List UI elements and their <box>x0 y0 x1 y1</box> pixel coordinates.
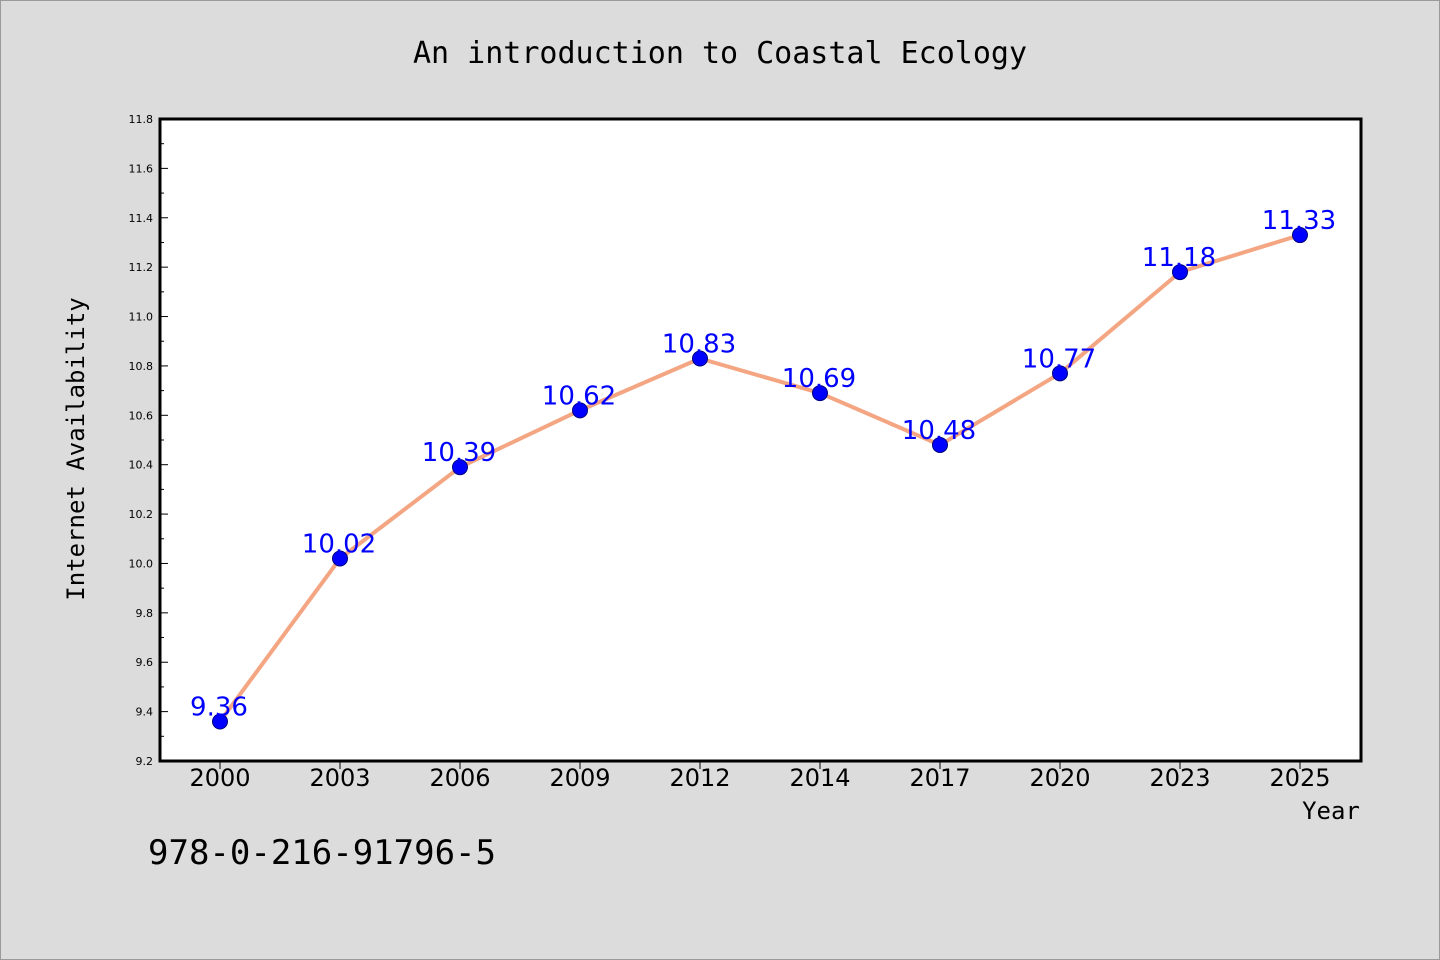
y-tick-label: 10.6 <box>129 409 154 422</box>
isbn-text: 978-0-216-91796-5 <box>148 833 496 873</box>
data-point-marker <box>452 459 468 476</box>
x-tick-label: 2006 <box>429 764 490 792</box>
y-tick-label: 11.6 <box>129 162 154 175</box>
data-label: 9.36 <box>190 692 248 722</box>
data-label: 10.69 <box>782 364 856 394</box>
y-tick-label: 10.4 <box>129 459 154 472</box>
y-tick-label: 10.2 <box>129 508 154 521</box>
data-point-marker <box>1052 365 1068 382</box>
data-point-marker <box>572 402 588 419</box>
data-label: 11.18 <box>1142 243 1216 273</box>
y-tick-label: 10.8 <box>129 360 154 373</box>
x-tick-label: 2003 <box>309 764 370 792</box>
data-point-marker <box>212 713 228 730</box>
y-tick-label: 9.8 <box>136 607 154 620</box>
data-point-marker <box>932 436 948 453</box>
data-point-marker <box>332 550 348 567</box>
data-label: 10.48 <box>902 416 976 446</box>
data-label: 10.62 <box>542 381 616 411</box>
y-tick-label: 11.8 <box>129 113 154 126</box>
data-label: 10.39 <box>422 438 496 468</box>
y-tick-label: 11.4 <box>129 212 154 225</box>
y-tick-label: 11.2 <box>129 261 154 274</box>
x-tick-label: 2009 <box>549 764 610 792</box>
x-tick-label: 2017 <box>909 764 970 792</box>
series-line <box>218 233 1302 724</box>
data-label-group: 9.36 10.02 10.39 10.62 10.83 10.69 10.48 10.77 1… <box>190 206 1336 722</box>
series-line-group <box>212 227 1308 730</box>
y-tick-label: 9.6 <box>136 656 154 669</box>
x-axis: 2000 2003 2006 2009 2012 2014 2017 2020 2023 2025 <box>189 761 1331 792</box>
data-point-marker <box>1292 227 1308 244</box>
y-axis: 9.2 9.4 9.6 9.8 10.0 10.2 10.4 10.6 10.8 11.0 11.2… <box>129 113 168 768</box>
x-axis-label: Year <box>1302 797 1360 825</box>
data-point-marker <box>812 385 828 402</box>
chart-title: An introduction to Coastal Ecology <box>413 36 1027 71</box>
data-point-marker <box>692 350 708 367</box>
x-tick-label: 2012 <box>669 764 730 792</box>
x-tick-label: 2025 <box>1269 764 1330 792</box>
y-tick-label: 9.2 <box>136 755 154 768</box>
plot-area <box>158 117 1363 763</box>
data-point-marker <box>1172 264 1188 281</box>
data-label: 10.02 <box>302 530 376 560</box>
y-axis-label: Internet Availability <box>62 297 90 600</box>
x-tick-label: 2020 <box>1029 764 1090 792</box>
data-label: 10.83 <box>662 330 736 360</box>
x-tick-label: 2000 <box>189 764 250 792</box>
y-tick-label: 11.0 <box>129 311 154 324</box>
y-tick-label: 10.0 <box>129 557 154 570</box>
x-tick-label: 2023 <box>1149 764 1210 792</box>
data-label: 10.77 <box>1022 344 1096 374</box>
data-label: 11.33 <box>1262 206 1336 236</box>
x-tick-label: 2014 <box>789 764 850 792</box>
y-tick-label: 9.4 <box>136 706 154 719</box>
